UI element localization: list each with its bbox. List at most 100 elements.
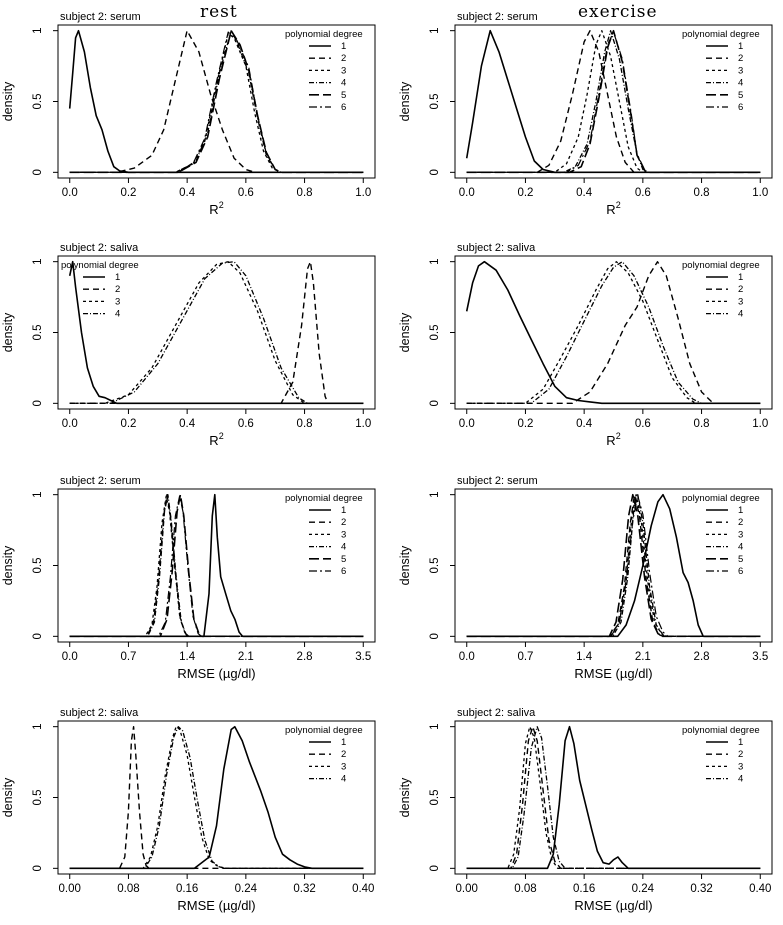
- x-tick-label: 1.0: [752, 187, 768, 199]
- legend-label: 4: [115, 309, 120, 320]
- y-tick-label: 1: [32, 491, 44, 497]
- legend-label: 3: [341, 529, 346, 540]
- series-line-degree-1: [465, 29, 761, 174]
- y-axis-label: density: [398, 545, 412, 585]
- legend-label: 3: [115, 296, 120, 307]
- x-tick-label: 0.4: [576, 418, 593, 430]
- x-tick-label: 0.4: [179, 187, 196, 199]
- legend-label: 3: [738, 65, 743, 76]
- series-line-degree-1: [68, 260, 364, 405]
- x-axis-label: R2: [606, 431, 620, 448]
- y-tick-label: 0.5: [429, 558, 441, 574]
- column-header-exercise: exercise: [578, 2, 658, 22]
- x-tick-label: 2.1: [238, 651, 254, 663]
- x-tick-label: 0.32: [293, 883, 315, 895]
- chart-panel-3: subject 2: saliva 0.0 0.2 0.4 0.6 0.8 1.0 0 0.5 1…: [1, 242, 376, 448]
- y-axis-label: density: [1, 545, 15, 585]
- series-line-degree-2: [69, 30, 364, 174]
- x-tick-label: 1.4: [576, 651, 593, 663]
- x-axis-label: R2: [209, 200, 223, 217]
- x-tick-label: 0.7: [120, 651, 136, 663]
- x-tick-label: 0.0: [62, 187, 78, 199]
- x-tick-label: 0.00: [59, 883, 81, 895]
- x-tick-label: 0.40: [352, 883, 374, 895]
- series-line-degree-4: [69, 726, 364, 869]
- legend-label: 1: [341, 737, 346, 748]
- legend-label: 5: [738, 90, 743, 101]
- x-axis-label: R2: [209, 431, 223, 448]
- x-tick-label: 2.8: [694, 651, 710, 663]
- x-tick-label: 2.8: [297, 651, 313, 663]
- y-axis-label: density: [1, 777, 15, 817]
- x-tick-label: 0.0: [459, 418, 475, 430]
- series-line-degree-3: [69, 32, 364, 173]
- y-tick-label: 0.5: [32, 325, 44, 341]
- y-tick-label: 0.5: [32, 558, 44, 574]
- y-tick-label: 0.5: [429, 790, 441, 806]
- x-tick-label: 0.6: [238, 187, 254, 199]
- x-tick-label: 0.08: [117, 883, 139, 895]
- chart-panel-8: subject 2: saliva 0.00 0.08 0.16 0.24 0.32 0.4…: [398, 707, 773, 913]
- panel-title: subject 2: serum: [457, 475, 538, 487]
- series-line-degree-4: [466, 30, 761, 173]
- x-tick-label: 0.00: [456, 883, 478, 895]
- x-tick-label: 0.24: [235, 883, 258, 895]
- legend-label: 2: [738, 517, 743, 528]
- legend-label: 2: [341, 53, 346, 64]
- legend-label: 3: [341, 761, 346, 772]
- x-axis-label: RMSE (µg/dl): [574, 666, 652, 681]
- series-line-degree-2: [466, 30, 761, 174]
- legend-title: polynomial degree: [285, 29, 363, 40]
- x-tick-label: 3.5: [355, 651, 371, 663]
- x-tick-label: 0.16: [573, 883, 595, 895]
- series-line-degree-2: [466, 726, 761, 869]
- x-tick-label: 0.2: [517, 418, 533, 430]
- y-axis-label: density: [1, 81, 15, 121]
- legend-label: 1: [341, 505, 346, 516]
- x-tick-label: 0.4: [179, 418, 196, 430]
- legend-title: polynomial degree: [682, 29, 760, 40]
- y-tick-label: 1: [429, 491, 441, 497]
- chart-panel-1: subject 2: serum 0.0 0.2 0.4 0.6 0.8 1.0 0 0.5 1 d…: [1, 11, 376, 217]
- x-tick-label: 1.0: [752, 418, 768, 430]
- legend-title: polynomial degree: [285, 725, 363, 736]
- x-tick-label: 0.6: [635, 187, 651, 199]
- x-tick-label: 0.0: [459, 187, 475, 199]
- legend-label: 5: [341, 90, 346, 101]
- y-tick-label: 0.5: [32, 94, 44, 110]
- x-tick-label: 0.0: [459, 651, 475, 663]
- y-axis-label: density: [398, 312, 412, 352]
- x-tick-label: 0.2: [120, 187, 136, 199]
- panel-title: subject 2: saliva: [457, 242, 536, 254]
- x-tick-label: 0.2: [120, 418, 136, 430]
- x-tick-label: 0.24: [632, 883, 655, 895]
- legend-label: 2: [341, 517, 346, 528]
- legend-label: 4: [341, 542, 346, 553]
- x-axis-label-superscript: 2: [616, 431, 621, 441]
- series-line-degree-4: [69, 494, 364, 637]
- x-tick-label: 1.4: [179, 651, 196, 663]
- legend-label: 3: [738, 529, 743, 540]
- legend-title: polynomial degree: [285, 493, 363, 504]
- panel-title: subject 2: serum: [60, 11, 141, 23]
- panel-title: subject 2: serum: [60, 475, 141, 487]
- series-line-degree-6: [69, 495, 364, 637]
- y-tick-label: 0: [429, 633, 441, 639]
- legend-label: 4: [341, 774, 346, 785]
- legend-title: polynomial degree: [682, 493, 760, 504]
- legend-label: 4: [738, 774, 743, 785]
- legend-label: 3: [341, 65, 346, 76]
- series-line-degree-5: [466, 493, 761, 638]
- legend-label: 5: [738, 554, 743, 565]
- plot-frame: [57, 720, 376, 875]
- panel-title: subject 2: serum: [457, 11, 538, 23]
- x-tick-label: 0.8: [297, 418, 313, 430]
- x-tick-label: 2.1: [635, 651, 651, 663]
- series-line-degree-2: [69, 726, 364, 869]
- series-line-degree-1: [466, 493, 761, 638]
- x-tick-label: 0.40: [749, 883, 771, 895]
- legend-label: 4: [738, 309, 743, 320]
- legend-label: 1: [738, 505, 743, 516]
- series-line-degree-1: [465, 260, 761, 405]
- chart-panel-5: subject 2: serum 0.0 0.7 1.4 2.1 2.8 3.5 0 0.5 1 d…: [1, 475, 376, 681]
